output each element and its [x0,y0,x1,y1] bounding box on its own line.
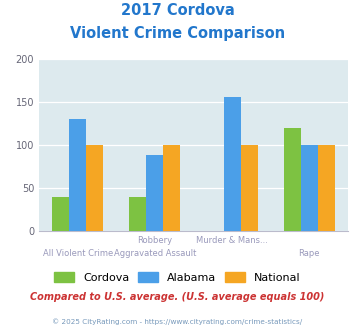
Text: © 2025 CityRating.com - https://www.cityrating.com/crime-statistics/: © 2025 CityRating.com - https://www.city… [53,318,302,325]
Bar [284,128,301,231]
Text: Compared to U.S. average. (U.S. average equals 100): Compared to U.S. average. (U.S. average … [30,292,325,302]
Text: 2017 Cordova: 2017 Cordova [121,3,234,18]
Text: Violent Crime Comparison: Violent Crime Comparison [70,26,285,41]
Text: Aggravated Assault: Aggravated Assault [114,249,196,258]
Bar [301,145,318,231]
Bar [163,145,180,231]
Text: Murder & Mans...: Murder & Mans... [196,236,268,245]
Bar [318,145,335,231]
Text: Robbery: Robbery [137,236,173,245]
Bar [241,145,258,231]
Text: Rape: Rape [299,249,320,258]
Bar [69,118,86,231]
Text: All Violent Crime: All Violent Crime [43,249,113,258]
Bar [146,155,163,231]
Legend: Cordova, Alabama, National: Cordova, Alabama, National [50,268,305,287]
Bar [86,145,103,231]
Bar [52,197,69,231]
Bar [129,197,146,231]
Bar [224,97,241,231]
